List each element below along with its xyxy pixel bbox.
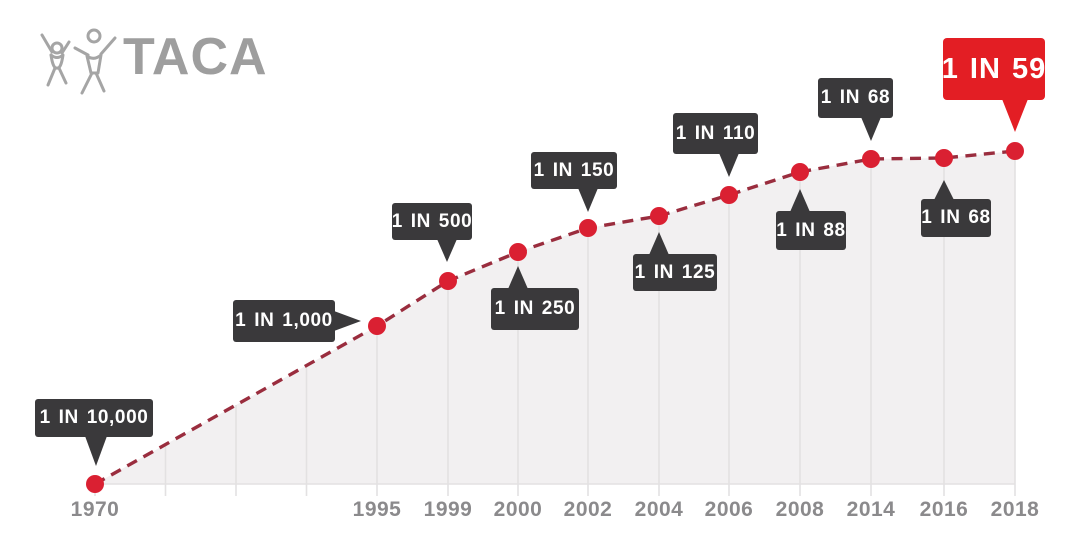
data-point-1970 — [86, 475, 104, 493]
callout-tail-2018 — [1002, 99, 1028, 132]
callout-label-2002: 1 IN 150 — [531, 152, 617, 189]
data-point-2018 — [1006, 142, 1024, 160]
callout-tail-1995 — [334, 311, 361, 331]
data-point-1995 — [368, 317, 386, 335]
callout-label-1970: 1 IN 10,000 — [35, 399, 153, 437]
callout-label-2014: 1 IN 68 — [818, 78, 893, 118]
callout-label-2018: 1 IN 59 — [942, 38, 1045, 100]
callout-tail-2002 — [578, 188, 598, 212]
data-point-2000 — [509, 243, 527, 261]
callout-label-2000: 1 IN 250 — [491, 288, 579, 330]
callout-label-2006: 1 IN 110 — [673, 113, 758, 154]
callout-tail-1999 — [437, 239, 457, 262]
callout-label-2008: 1 IN 88 — [776, 211, 846, 250]
callout-tail-1970 — [85, 436, 107, 466]
taca-logo: TACA — [35, 25, 268, 97]
data-point-2002 — [579, 219, 597, 237]
taca-people-icon — [40, 28, 117, 95]
callout-tail-2000 — [508, 266, 528, 289]
callout-tail-2014 — [861, 117, 881, 141]
data-point-2008 — [791, 163, 809, 181]
data-point-2004 — [650, 207, 668, 225]
callout-label-1995: 1 IN 1,000 — [233, 300, 335, 342]
callout-tail-2004 — [649, 232, 669, 255]
callout-tail-2008 — [790, 189, 810, 212]
data-point-2016 — [935, 149, 953, 167]
callout-label-1999: 1 IN 500 — [392, 203, 472, 240]
callout-tail-2006 — [719, 153, 739, 177]
callout-label-2016: 1 IN 68 — [921, 199, 991, 237]
callout-tail-2016 — [934, 180, 954, 200]
data-point-1999 — [439, 272, 457, 290]
callout-label-2004: 1 IN 125 — [633, 254, 717, 291]
taca-logo-text: TACA — [123, 28, 268, 86]
data-point-2006 — [720, 186, 738, 204]
data-point-2014 — [862, 150, 880, 168]
